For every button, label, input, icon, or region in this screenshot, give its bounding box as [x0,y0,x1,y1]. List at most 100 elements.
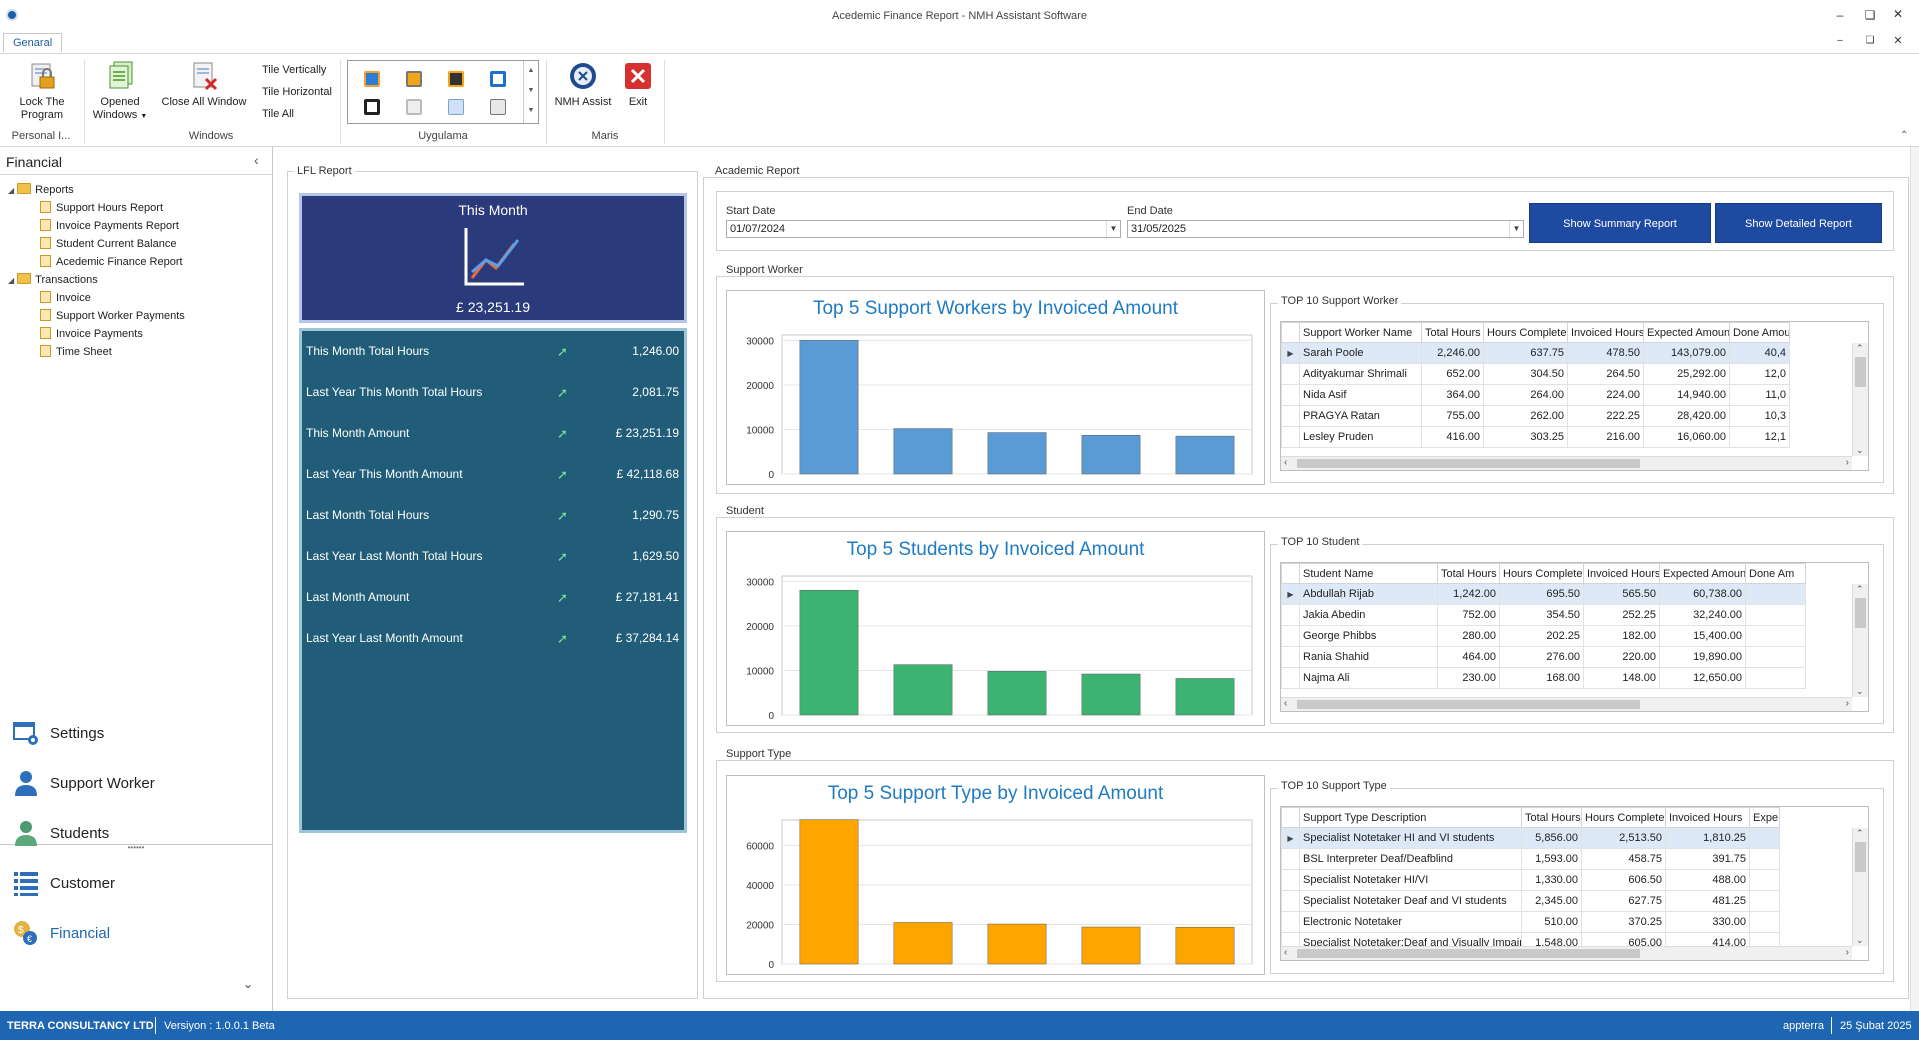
horizontal-scrollbar[interactable]: ‹ › [1281,946,1852,960]
mdi-restore-icon[interactable]: ❏ [1865,35,1875,46]
horizontal-scrollbar[interactable]: ‹ › [1281,456,1852,470]
data-table[interactable]: Support Worker Name Total Hours Hours Comp… [1281,322,1790,448]
scroll-left-icon[interactable]: ‹ [1284,457,1288,468]
skin-gallery[interactable]: ▲ ▼ ▼ [347,60,539,124]
scroll-thumb[interactable] [1297,459,1640,468]
scroll-left-icon[interactable]: ‹ [1284,698,1288,709]
column-header[interactable]: Invoiced Hours [1665,807,1750,828]
collapse-ribbon-icon[interactable]: ⌃ [1900,130,1909,141]
dropdown-arrow-icon[interactable]: ▼ [1509,221,1523,237]
table-row[interactable]: ▶ Specialist Notetaker HI and VI students… [1281,827,1780,849]
scroll-thumb[interactable] [1297,700,1640,709]
table-row[interactable]: Nida Asif 364.00 264.00 224.00 14,940.00 11,0 [1281,384,1790,406]
column-header[interactable]: Expected Amount [1659,563,1746,584]
student-grid[interactable]: Student Name Total Hours Hours Completed In… [1280,562,1869,712]
scroll-right-icon[interactable]: › [1845,698,1849,709]
column-header[interactable]: Done Amount [1729,322,1790,343]
tree-item-support-hours-report[interactable]: Support Hours Report [40,201,163,214]
table-row[interactable]: Electronic Notetaker 510.00 370.25 330.00 [1281,911,1780,933]
nav-more-chevron-icon[interactable]: ⌄ [243,977,254,991]
table-row[interactable]: BSL Interpreter Deaf/Deafblind 1,593.00 45… [1281,848,1780,870]
vertical-scrollbar[interactable]: ⌃ ⌄ [1852,828,1868,946]
scroll-thumb[interactable] [1855,842,1866,872]
table-row[interactable]: George Phibbs 280.00 202.25 182.00 15,400.00 [1281,625,1806,647]
tree-item-time-sheet[interactable]: Time Sheet [40,345,112,358]
skin-classic-icon[interactable] [490,99,506,115]
close-icon[interactable]: ✕ [1892,7,1904,21]
scroll-right-icon[interactable]: › [1845,457,1849,468]
column-header[interactable]: Hours Completed [1581,807,1666,828]
table-row[interactable]: Rania Shahid 464.00 276.00 220.00 19,890.00 [1281,646,1806,668]
scroll-thumb[interactable] [1855,357,1866,387]
scroll-up-icon[interactable]: ⌃ [1856,828,1864,838]
start-date-field[interactable]: 01/07/2024 ▼ [726,220,1121,238]
tab-genaral[interactable]: Genaral [3,33,63,52]
skin-flat-icon[interactable] [448,99,464,115]
tree-item-invoice[interactable]: Invoice [40,291,91,304]
table-row[interactable]: PRAGYA Ratan 755.00 262.00 222.25 28,420.00 1… [1281,405,1790,427]
scroll-down-icon[interactable]: ⌄ [1856,935,1864,945]
dropdown-arrow-icon[interactable]: ▼ [1106,221,1120,237]
nav-students[interactable]: Students [12,819,109,847]
skin-office-orange-icon[interactable] [406,71,422,87]
column-header[interactable]: Expe [1749,807,1780,828]
minimize-icon[interactable]: – [1836,8,1844,22]
mdi-close-icon[interactable]: ✕ [1893,35,1903,47]
tree-item-support-worker-payments[interactable]: Support Worker Payments [40,309,185,322]
horizontal-scrollbar[interactable]: ‹ › [1281,697,1852,711]
end-date-field[interactable]: 31/05/2025 ▼ [1127,220,1524,238]
scroll-thumb[interactable] [1855,598,1866,628]
scroll-up-icon[interactable]: ⌃ [1856,584,1864,594]
column-header[interactable]: Hours Completed [1483,322,1568,343]
scroll-right-icon[interactable]: › [1845,947,1849,958]
column-header[interactable]: Invoiced Hours [1583,563,1660,584]
gallery-scrollbar[interactable]: ▲ ▼ ▼ [523,61,538,123]
column-header[interactable]: Student Name [1299,563,1438,584]
nav-customer[interactable]: Customer [12,869,115,897]
support-worker-grid[interactable]: Support Worker Name Total Hours Hours Comp… [1280,321,1869,471]
column-header[interactable]: Total Hours [1421,322,1484,343]
collapse-sidebar-icon[interactable]: ‹ [254,152,259,168]
show-detailed-report-button[interactable]: Show Detailed Report [1715,203,1882,243]
expand-arrow-icon[interactable]: ◢ [8,276,15,285]
main-vertical-scrollbar[interactable] [1910,147,1919,1011]
scroll-left-icon[interactable]: ‹ [1284,947,1288,958]
tree-node-transactions[interactable]: ◢ Transactions [8,273,98,286]
vertical-scrollbar[interactable]: ⌃ ⌄ [1852,584,1868,697]
column-header[interactable]: Support Type Description [1299,807,1522,828]
skin-dark-icon[interactable] [364,99,380,115]
tree-node-reports[interactable]: ◢ Reports [8,183,74,196]
expand-arrow-icon[interactable]: ◢ [8,186,15,195]
table-row[interactable]: Specialist Notetaker Deaf and VI student… [1281,890,1780,912]
scroll-down-icon[interactable]: ⌄ [1856,686,1864,696]
column-header[interactable]: Done Am [1745,563,1806,584]
tree-item-academic-finance-report[interactable]: Acedemic Finance Report [40,255,183,268]
column-header[interactable]: Invoiced Hours [1567,322,1644,343]
table-row[interactable]: Specialist Notetaker HI/VI 1,330.00 606.50… [1281,869,1780,891]
column-header[interactable]: Total Hours [1521,807,1582,828]
skin-office-white-icon[interactable] [490,71,506,87]
restore-icon[interactable]: ❏ [1864,8,1876,22]
column-header[interactable]: Hours Completed [1499,563,1584,584]
table-row[interactable]: ▶ Abdullah Rijab 1,242.00 695.50 565.50 60,73… [1281,583,1806,605]
lock-program-button[interactable]: Lock The Program [14,60,70,122]
exit-button[interactable]: Exit [618,60,658,109]
tile-horizontal-button[interactable]: Tile Horizontal [262,86,332,98]
skin-gray-icon[interactable] [406,99,422,115]
table-row[interactable]: Lesley Pruden 416.00 303.25 216.00 16,060.00… [1281,426,1790,448]
data-table[interactable]: Student Name Total Hours Hours Completed In… [1281,563,1806,689]
skin-office-blue-icon[interactable] [364,71,380,87]
show-summary-report-button[interactable]: Show Summary Report [1529,203,1711,243]
support-type-grid[interactable]: Support Type Description Total Hours Hours… [1280,806,1869,961]
table-row[interactable]: Jakia Abedin 752.00 354.50 252.25 32,240.00 [1281,604,1806,626]
nav-support-worker[interactable]: Support Worker [12,769,155,797]
tree-item-invoice-payments-report[interactable]: Invoice Payments Report [40,219,179,232]
scroll-down-icon[interactable]: ⌄ [1856,445,1864,455]
tile-vertically-button[interactable]: Tile Vertically [262,64,327,76]
skin-office-black-icon[interactable] [448,71,464,87]
data-table[interactable]: Support Type Description Total Hours Hours… [1281,807,1780,954]
scroll-up-icon[interactable]: ⌃ [1856,343,1864,353]
table-row[interactable]: Najma Ali 230.00 168.00 148.00 12,650.00 [1281,667,1806,689]
scroll-thumb[interactable] [1297,949,1640,958]
table-row[interactable]: ▶ Sarah Poole 2,246.00 637.75 478.50 143,079.… [1281,342,1790,364]
